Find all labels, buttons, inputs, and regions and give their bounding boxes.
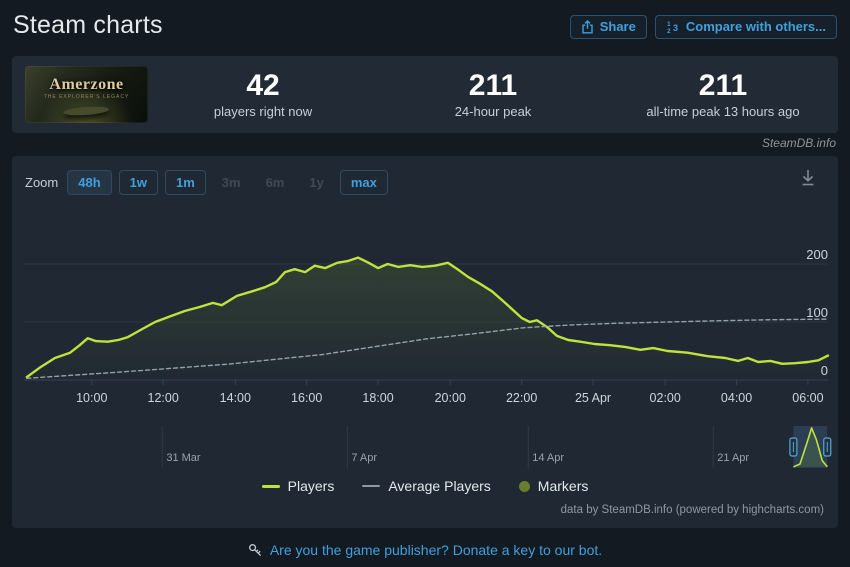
svg-text:22:00: 22:00 <box>506 391 537 405</box>
svg-text:02:00: 02:00 <box>650 391 681 405</box>
key-icon <box>248 544 261 557</box>
range-buttons: 48h 1w 1m 3m 6m 1y max <box>67 170 395 195</box>
game-subtitle: The Explorer's Legacy <box>43 94 130 100</box>
range-button-1w[interactable]: 1w <box>118 170 158 195</box>
game-title: Amerzone <box>49 76 124 93</box>
current-players-value: 42 <box>246 68 280 102</box>
svg-text:14 Apr: 14 Apr <box>532 452 564 464</box>
svg-text:21 Apr: 21 Apr <box>717 452 749 464</box>
alltime-peak-value: 211 <box>698 68 748 102</box>
range-button-48h[interactable]: 48h <box>67 170 112 195</box>
svg-text:10:00: 10:00 <box>76 391 107 405</box>
donate-key-text: Are you the game publisher? Donate a key… <box>269 542 603 558</box>
share-button[interactable]: Share <box>569 15 647 39</box>
stats-panel: Amerzone The Explorer's Legacy 42 player… <box>12 56 838 133</box>
compare-icon: 1 2 3 <box>667 21 678 34</box>
svg-text:3: 3 <box>673 23 678 33</box>
header-actions: Share 1 2 3 Compare with others... <box>569 15 837 39</box>
peak24-value: 211 <box>468 68 518 102</box>
svg-text:31 Mar: 31 Mar <box>166 452 201 464</box>
peak24-label: 24-hour peak <box>454 104 532 120</box>
zoom-toolbar: Zoom 48h 1w 1m 3m 6m 1y max <box>25 170 395 195</box>
legend-markers-label: Markers <box>537 478 589 494</box>
range-button-1m[interactable]: 1m <box>164 170 206 195</box>
range-button-3m: 3m <box>213 170 250 195</box>
game-capsule-image[interactable]: Amerzone The Explorer's Legacy <box>25 66 148 123</box>
compare-button-label: Compare with others... <box>685 19 826 34</box>
download-chart-button[interactable] <box>798 167 818 194</box>
share-button-label: Share <box>599 19 636 34</box>
svg-text:06:00: 06:00 <box>792 391 823 405</box>
svg-text:200: 200 <box>806 247 828 262</box>
range-button-6m: 6m <box>257 170 294 195</box>
svg-text:16:00: 16:00 <box>291 391 322 405</box>
stat-alltime-peak: 211 all-time peak 13 hours ago <box>608 70 838 120</box>
svg-text:18:00: 18:00 <box>362 391 393 405</box>
svg-text:04:00: 04:00 <box>721 391 752 405</box>
svg-text:1: 1 <box>667 21 671 28</box>
stat-24h-peak: 211 24-hour peak <box>378 70 608 120</box>
chart-navigator[interactable]: 31 Mar 7 Apr 14 Apr 21 Apr <box>12 424 838 474</box>
svg-text:2: 2 <box>667 28 671 34</box>
svg-text:100: 100 <box>806 305 828 320</box>
alltime-peak-label: all-time peak 13 hours ago <box>646 104 800 120</box>
current-players-label: players right now <box>213 104 313 120</box>
legend-item-players[interactable]: Players <box>261 478 335 494</box>
players-line-swatch <box>261 484 280 488</box>
players-chart[interactable]: 010020010:0012:0014:0016:0018:0020:0022:… <box>12 204 838 419</box>
range-button-max[interactable]: max <box>339 170 388 195</box>
legend-average-label: Average Players <box>388 478 491 494</box>
svg-text:12:00: 12:00 <box>148 391 179 405</box>
seaplane-art <box>62 105 110 117</box>
donate-key-link[interactable]: Are you the game publisher? Donate a key… <box>0 542 850 558</box>
stat-current-players: 42 players right now <box>148 70 378 120</box>
svg-text:14:00: 14:00 <box>220 391 251 405</box>
chart-legend: Players Average Players Markers <box>12 478 838 494</box>
share-icon <box>582 19 593 33</box>
chart-credits[interactable]: data by SteamDB.info (powered by highcha… <box>560 504 824 516</box>
markers-dot-swatch <box>518 480 530 492</box>
range-button-1y: 1y <box>300 170 332 195</box>
average-line-swatch <box>362 485 381 487</box>
compare-button[interactable]: 1 2 3 Compare with others... <box>654 15 837 39</box>
steamdb-watermark: SteamDB.info <box>761 136 836 150</box>
svg-text:25 Apr: 25 Apr <box>575 391 611 405</box>
legend-players-label: Players <box>287 478 335 494</box>
legend-item-average-players[interactable]: Average Players <box>362 478 491 494</box>
svg-text:7 Apr: 7 Apr <box>351 452 377 464</box>
page-title: Steam charts <box>13 11 163 39</box>
legend-item-markers[interactable]: Markers <box>518 478 589 494</box>
page-header: Steam charts Share 1 2 3 Compare with ot… <box>0 0 850 52</box>
zoom-label: Zoom <box>25 175 59 190</box>
download-icon <box>802 170 814 186</box>
svg-text:20:00: 20:00 <box>435 391 466 405</box>
